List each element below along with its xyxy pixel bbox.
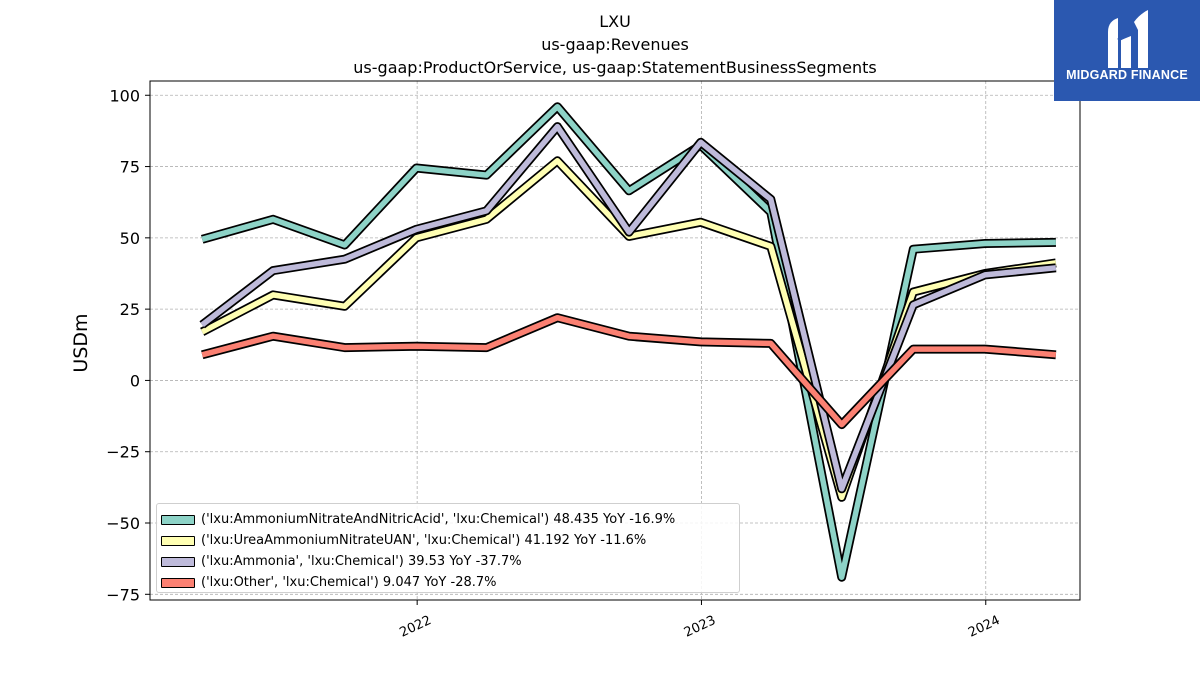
y-axis-ticks: −75 −50 −25 0 25 50 75 100 <box>106 86 150 604</box>
y-axis-label: USDm <box>70 313 92 372</box>
midgard-logo-icon <box>1108 10 1148 68</box>
chart-subtitle-metric: us-gaap:Revenues <box>541 35 689 54</box>
series-line-stroke <box>200 158 1057 501</box>
brand-logo: MIDGARD FINANCE <box>1054 0 1200 101</box>
series-line-stroke <box>201 314 1057 428</box>
brand-name: MIDGARD FINANCE <box>1066 68 1188 82</box>
legend-item: ('lxu:Other', 'lxu:Chemical') 9.047 YoY … <box>159 572 739 593</box>
legend-swatch <box>161 577 195 588</box>
legend-item: ('lxu:AmmoniumNitrateAndNitricAcid', 'lx… <box>159 509 739 530</box>
series-line <box>200 102 1056 582</box>
chart-title: LXU <box>599 12 631 31</box>
legend-label: ('lxu:AmmoniumNitrateAndNitricAcid', 'lx… <box>201 512 676 527</box>
series-line-stroke <box>200 123 1057 492</box>
chart-subtitle-dimensions: us-gaap:ProductOrService, us-gaap:Statem… <box>353 58 877 77</box>
y-tick-label: −50 <box>106 514 140 533</box>
series-lines <box>199 102 1057 582</box>
y-tick-label: −25 <box>106 443 140 462</box>
x-axis-ticks: 2022 2023 2024 <box>398 600 1002 641</box>
legend-item: ('lxu:UreaAmmoniumNitrateUAN', 'lxu:Chem… <box>159 530 739 551</box>
y-tick-label: 0 <box>130 371 140 390</box>
legend-swatch <box>161 514 195 525</box>
legend-label: ('lxu:UreaAmmoniumNitrateUAN', 'lxu:Chem… <box>201 533 647 548</box>
series-line <box>201 313 1057 430</box>
series-line <box>200 156 1057 502</box>
y-tick-label: 100 <box>109 86 140 105</box>
chart-legend: ('lxu:AmmoniumNitrateAndNitricAcid', 'lx… <box>156 503 740 593</box>
y-tick-label: −75 <box>106 585 140 604</box>
x-tick-label: 2022 <box>398 613 434 641</box>
y-tick-label: 75 <box>120 158 140 177</box>
legend-label: ('lxu:Other', 'lxu:Chemical') 9.047 YoY … <box>201 575 497 590</box>
legend-label: ('lxu:Ammonia', 'lxu:Chemical') 39.53 Yo… <box>201 554 522 569</box>
legend-item: ('lxu:Ammonia', 'lxu:Chemical') 39.53 Yo… <box>159 551 739 572</box>
legend-swatch <box>161 535 195 546</box>
series-line-outline <box>200 156 1057 502</box>
x-tick-label: 2024 <box>966 613 1002 641</box>
legend-swatch <box>161 556 195 567</box>
series-line-stroke <box>201 103 1056 580</box>
chart-title-block: LXU us-gaap:Revenues us-gaap:ProductOrSe… <box>0 10 1200 79</box>
series-line <box>199 122 1057 494</box>
y-tick-label: 50 <box>120 229 140 248</box>
y-tick-label: 25 <box>120 300 140 319</box>
x-tick-label: 2023 <box>682 613 718 641</box>
plot-frame <box>149 80 1081 601</box>
